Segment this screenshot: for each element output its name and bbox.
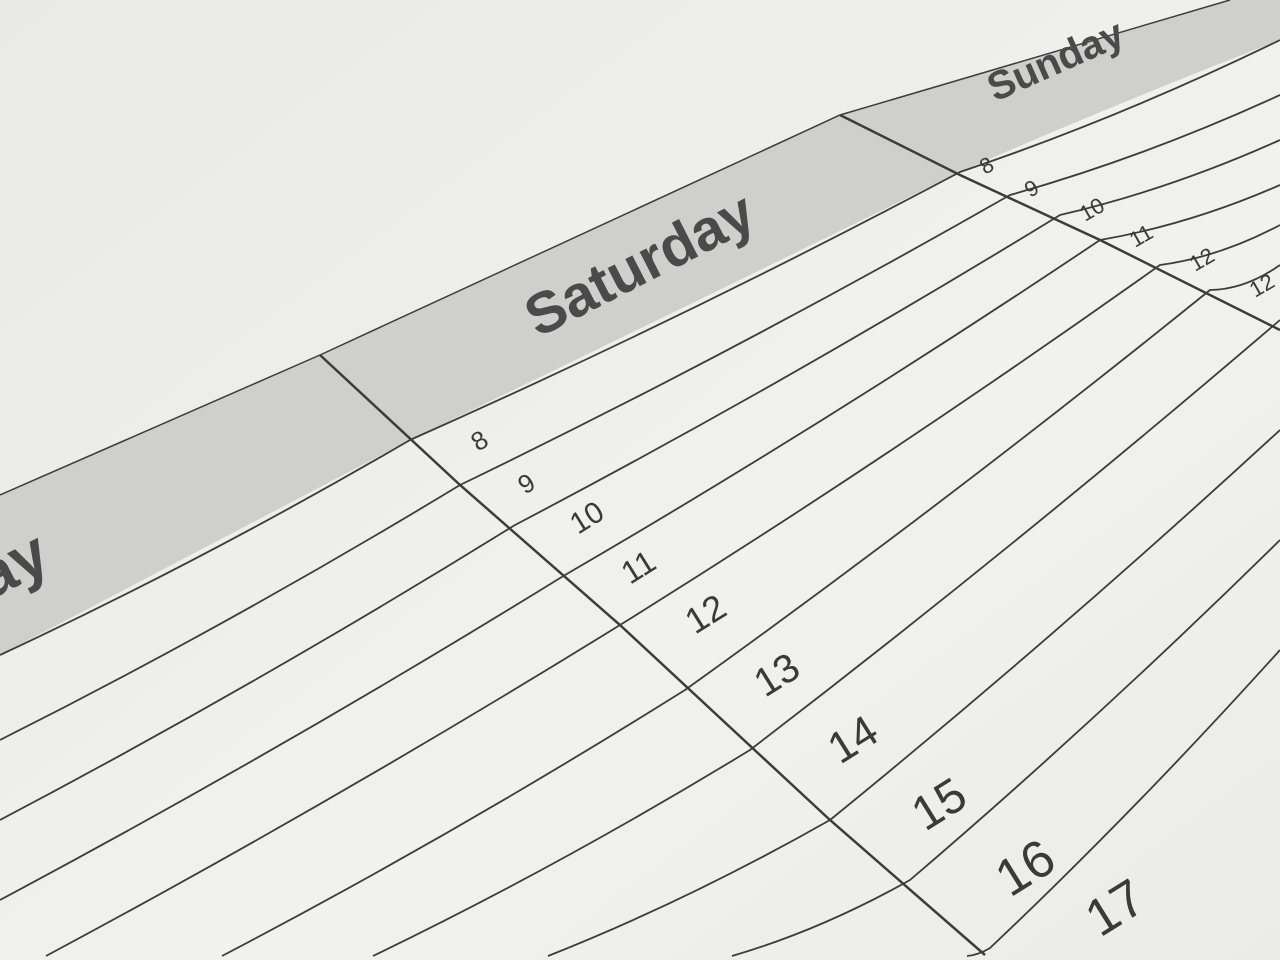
row-line: [731, 539, 1280, 957]
row-line: [966, 649, 1280, 957]
row-line: [0, 184, 1280, 901]
row-line: [221, 264, 1280, 957]
row-line: [547, 429, 1280, 957]
sunday-divider-line: [839, 113, 1280, 332]
header-top-line: [0, 0, 1231, 496]
row-line: [0, 39, 1280, 656]
row-line: [372, 319, 1280, 957]
row-line: [0, 94, 1280, 741]
row-line: [0, 139, 1280, 821]
header-band: [0, 0, 1280, 655]
row-line: [45, 224, 1280, 957]
